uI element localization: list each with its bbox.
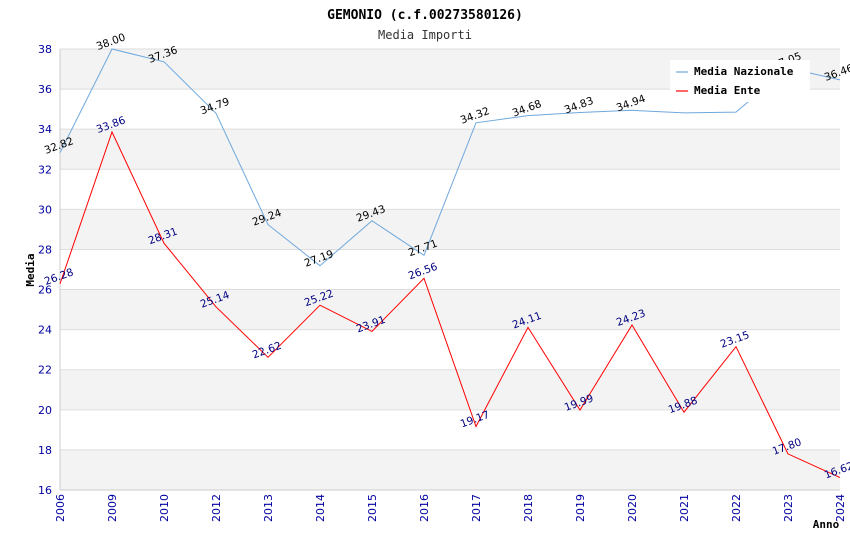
y-tick-label: 38: [38, 43, 52, 56]
x-tick-label: 2010: [158, 494, 171, 522]
x-tick-label: 2016: [418, 494, 431, 522]
y-tick-label: 24: [38, 324, 52, 337]
x-tick-label: 2019: [574, 494, 587, 522]
series-line-media-nazionale: [59, 48, 841, 267]
x-tick-label: 2024: [834, 494, 847, 522]
x-tick-label: 2015: [366, 494, 379, 522]
y-tick-label: 22: [38, 364, 52, 377]
y-axis-label: Media: [24, 253, 37, 286]
x-tick-label: 2023: [782, 494, 795, 522]
x-tick-label: 2012: [210, 494, 223, 522]
grid-band: [60, 129, 840, 170]
legend-label-media-nazionale: Media Nazionale: [694, 65, 794, 78]
chart-bands: [60, 49, 840, 490]
chart-title: GEMONIO (c.f.00273580126): [327, 8, 523, 23]
y-tick-label: 36: [38, 83, 52, 96]
y-tick-label: 32: [38, 163, 52, 176]
legend: Media Nazionale Media Ente: [670, 60, 810, 102]
grid-band: [60, 449, 840, 490]
y-tick-label: 28: [38, 243, 52, 256]
y-tick-label: 34: [38, 123, 52, 136]
x-tick-label: 2020: [626, 494, 639, 522]
grid-band: [60, 289, 840, 330]
x-tick-label: 2018: [522, 494, 535, 522]
y-tick-label: 30: [38, 203, 52, 216]
chart-axes: [59, 49, 840, 491]
grid-band: [60, 369, 840, 410]
grid-band: [60, 209, 840, 250]
x-tick-label: 2009: [106, 494, 119, 522]
y-tick-label: 18: [38, 444, 52, 457]
legend-label-media-ente: Media Ente: [694, 84, 761, 97]
x-tick-label: 2017: [470, 494, 483, 522]
chart-series: [59, 48, 841, 479]
y-tick-label: 16: [38, 484, 52, 497]
x-tick-label: 2013: [262, 494, 275, 522]
x-tick-label: 2022: [730, 494, 743, 522]
x-tick-labels: 2006 2009 2010 2012 2013 2014 2015 2016 2017 2018…: [54, 494, 847, 522]
legend-box: [670, 60, 810, 102]
x-axis-label: Anno: [813, 518, 840, 531]
x-tick-label: 2006: [54, 494, 67, 522]
plot-area: [60, 49, 840, 490]
y-tick-label: 26: [38, 284, 52, 297]
y-tick-labels: 16 18 20 22 24 26 28 30 32 34 36 38: [38, 43, 52, 497]
series-line-media-ente: [59, 130, 841, 479]
x-tick-label: 2014: [314, 494, 327, 522]
x-tick-label: 2021: [678, 494, 691, 522]
y-tick-label: 20: [38, 404, 52, 417]
chart-subtitle: Media Importi: [378, 28, 472, 42]
